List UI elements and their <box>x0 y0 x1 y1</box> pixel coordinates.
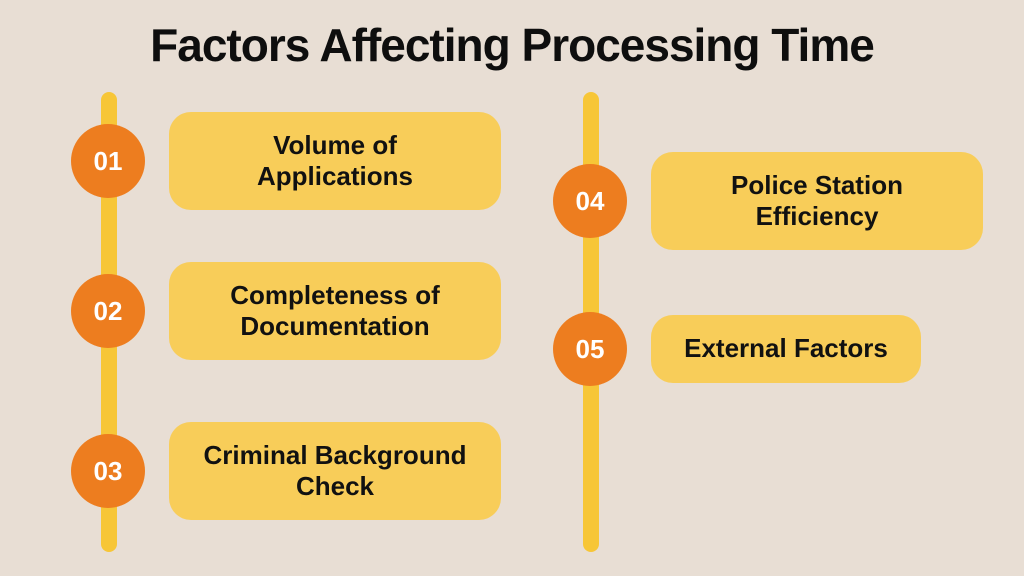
factor-number-badge: 02 <box>71 274 145 348</box>
factor-item: 02 Completeness of Documentation <box>71 262 501 360</box>
column-right: 04 Police Station Efficiency 05 External… <box>523 92 983 552</box>
factor-label: Police Station Efficiency <box>651 152 983 250</box>
column-left: 01 Volume of Applications 02 Completenes… <box>41 92 501 552</box>
factor-label: Completeness of Documentation <box>169 262 501 360</box>
factor-item: 01 Volume of Applications <box>71 112 501 210</box>
factor-label: Criminal Background Check <box>169 422 501 520</box>
factor-label: External Factors <box>651 315 921 382</box>
factor-number-badge: 05 <box>553 312 627 386</box>
columns-container: 01 Volume of Applications 02 Completenes… <box>0 72 1024 552</box>
factor-item: 03 Criminal Background Check <box>71 422 501 520</box>
factor-item: 04 Police Station Efficiency <box>553 152 983 250</box>
factor-number-badge: 03 <box>71 434 145 508</box>
factor-label: Volume of Applications <box>169 112 501 210</box>
factor-number-badge: 04 <box>553 164 627 238</box>
page-title: Factors Affecting Processing Time <box>0 0 1024 72</box>
factor-item: 05 External Factors <box>553 312 921 386</box>
factor-number-badge: 01 <box>71 124 145 198</box>
